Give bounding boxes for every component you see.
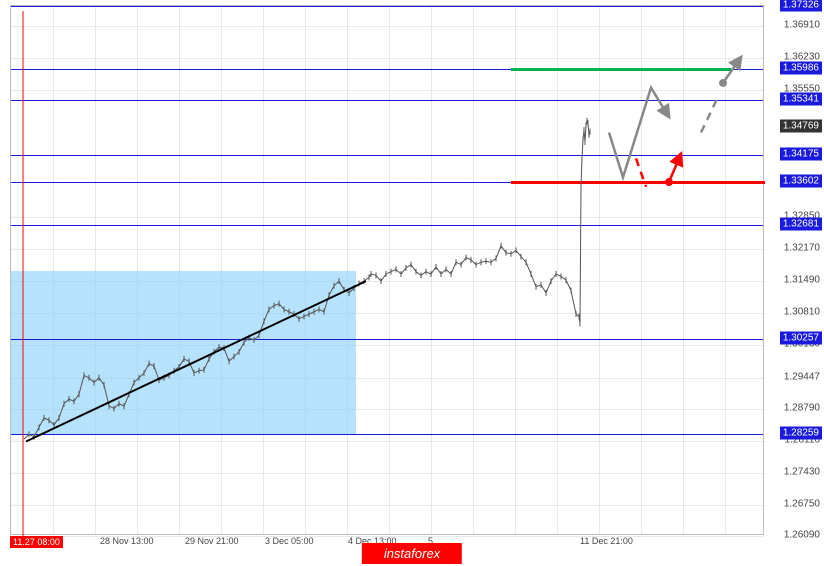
target-line bbox=[511, 68, 731, 71]
y-level-label: 1.34175 bbox=[780, 147, 822, 160]
y-tick-label: 1.26750 bbox=[784, 498, 820, 509]
y-tick-label: 1.26090 bbox=[784, 530, 820, 541]
y-level-label: 1.37326 bbox=[780, 0, 822, 12]
y-tick-label: 1.29447 bbox=[784, 371, 820, 382]
level-line bbox=[11, 6, 763, 7]
y-tick-label: 1.36230 bbox=[784, 51, 820, 62]
highlight-zone bbox=[11, 271, 356, 433]
target-line bbox=[511, 181, 765, 184]
plot-area bbox=[10, 5, 764, 535]
level-line bbox=[11, 100, 763, 101]
y-axis: 1.369101.362301.355501.328501.321701.314… bbox=[766, 5, 824, 535]
y-tick-label: 1.36910 bbox=[784, 19, 820, 30]
x-tick-label: 3 Dec 05:00 bbox=[265, 536, 314, 546]
level-line bbox=[11, 434, 763, 435]
y-level-label: 1.33602 bbox=[780, 174, 822, 187]
y-level-label: 1.34769 bbox=[780, 119, 822, 132]
y-level-label: 1.28259 bbox=[780, 426, 822, 439]
y-level-label: 1.35341 bbox=[780, 92, 822, 105]
level-line bbox=[11, 225, 763, 226]
x-tick-label: 28 Nov 13:00 bbox=[100, 536, 154, 546]
x-tick-label: 29 Nov 21:00 bbox=[185, 536, 239, 546]
watermark: instaforex bbox=[362, 543, 462, 564]
level-line bbox=[11, 339, 763, 340]
y-level-label: 1.30257 bbox=[780, 332, 822, 345]
y-level-label: 1.35986 bbox=[780, 62, 822, 75]
y-tick-label: 1.27430 bbox=[784, 466, 820, 477]
y-level-label: 1.32681 bbox=[780, 218, 822, 231]
x-tick-label: 11 Dec 21:00 bbox=[580, 536, 633, 546]
y-tick-label: 1.30810 bbox=[784, 307, 820, 318]
level-line bbox=[11, 155, 763, 156]
x-tick-current: 11.27 08:00 bbox=[10, 536, 63, 548]
y-tick-label: 1.32170 bbox=[784, 243, 820, 254]
y-tick-label: 1.31490 bbox=[784, 275, 820, 286]
y-tick-label: 1.28790 bbox=[784, 402, 820, 413]
forex-chart: 1.369101.362301.355501.328501.321701.314… bbox=[0, 0, 824, 566]
